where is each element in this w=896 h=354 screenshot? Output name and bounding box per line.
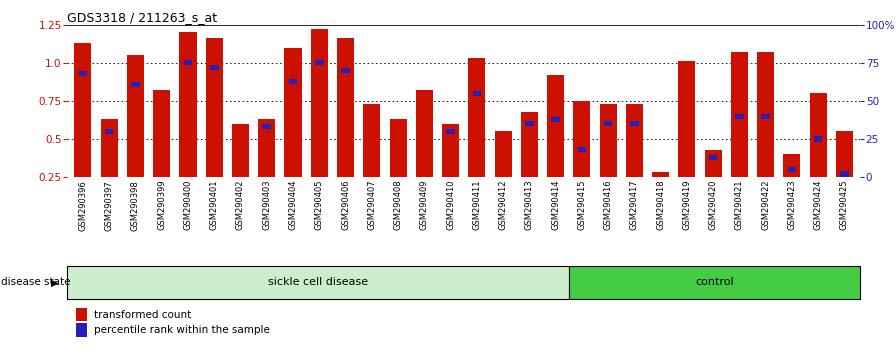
Bar (315, 60, 323, 65)
Bar (416, 90, 433, 215)
Bar (67, 266, 570, 299)
Bar (469, 58, 486, 215)
Bar (74, 43, 91, 215)
Bar (630, 121, 639, 126)
Bar (683, 197, 691, 202)
Bar (289, 79, 297, 84)
Text: GDS3318 / 211263_s_at: GDS3318 / 211263_s_at (67, 11, 218, 24)
Bar (525, 121, 534, 126)
Bar (184, 60, 193, 65)
Bar (284, 47, 302, 215)
Bar (341, 68, 349, 73)
Text: disease state: disease state (1, 277, 71, 287)
Bar (206, 39, 223, 215)
Bar (788, 167, 797, 172)
Bar (472, 91, 481, 96)
Text: sickle cell disease: sickle cell disease (268, 277, 368, 287)
Bar (547, 75, 564, 215)
Bar (757, 52, 774, 215)
Bar (179, 32, 196, 215)
Bar (258, 119, 275, 215)
Bar (731, 52, 748, 215)
Bar (810, 93, 827, 215)
Bar (521, 112, 538, 215)
Bar (131, 81, 140, 87)
Bar (652, 172, 669, 215)
Bar (363, 104, 380, 215)
Bar (599, 104, 616, 215)
Bar (570, 266, 860, 299)
Bar (263, 124, 271, 129)
Bar (783, 154, 800, 215)
Bar (678, 61, 695, 215)
Bar (604, 121, 612, 126)
Text: transformed count: transformed count (94, 310, 192, 320)
Bar (127, 55, 144, 215)
Bar (625, 104, 643, 215)
Bar (495, 131, 512, 215)
Bar (446, 129, 455, 134)
Bar (840, 171, 849, 177)
Bar (390, 119, 407, 215)
Bar (704, 150, 721, 215)
Bar (762, 114, 770, 119)
Text: ▶: ▶ (51, 277, 58, 287)
Bar (551, 116, 560, 122)
Bar (709, 155, 718, 160)
Text: percentile rank within the sample: percentile rank within the sample (94, 325, 270, 335)
Bar (337, 39, 354, 215)
Bar (100, 119, 117, 215)
Bar (311, 29, 328, 215)
Bar (836, 131, 853, 215)
Text: control: control (695, 277, 734, 287)
Bar (442, 124, 459, 215)
Bar (735, 114, 744, 119)
Bar (79, 71, 87, 76)
Bar (814, 136, 823, 142)
Bar (232, 124, 249, 215)
Bar (105, 129, 114, 134)
Bar (578, 147, 586, 152)
Bar (153, 90, 170, 215)
Bar (573, 101, 590, 215)
Bar (210, 65, 219, 70)
